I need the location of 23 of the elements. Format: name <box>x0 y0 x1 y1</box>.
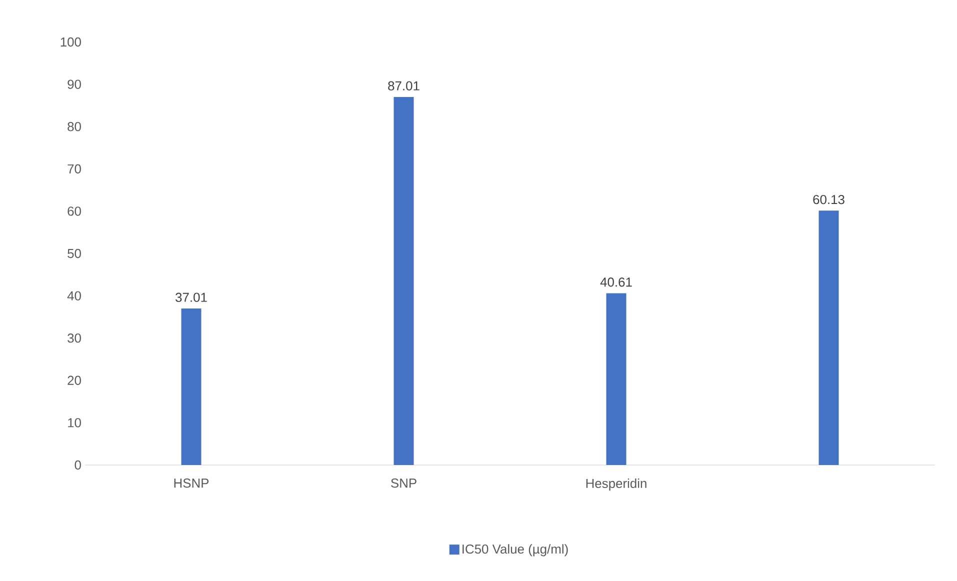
y-tick-label: 0 <box>74 460 81 470</box>
y-tick-label: 10 <box>68 418 81 428</box>
y-tick-label: 60 <box>68 206 81 216</box>
data-label: 87.01 <box>388 81 420 90</box>
bar <box>394 96 414 465</box>
data-label: 40.61 <box>600 278 632 287</box>
bar <box>181 308 202 465</box>
y-tick-label: 40 <box>67 291 81 300</box>
y-tick-label: 50 <box>68 248 81 258</box>
y-tick-label: 70 <box>68 164 81 174</box>
y-tick-label: 30 <box>68 334 81 343</box>
y-tick-label: 80 <box>68 122 81 132</box>
x-tick-label: Hesperidin <box>586 478 646 491</box>
y-tick-label: 90 <box>68 80 81 89</box>
data-label: 37.01 <box>176 292 207 302</box>
x-tick-label: HSNP <box>174 478 209 488</box>
y-tick-label: 100 <box>60 37 81 47</box>
legend-label: IC50 Value (µg/ml) <box>462 544 568 556</box>
x-tick-label: SNP <box>391 478 416 488</box>
data-label: 60.13 <box>813 194 844 204</box>
y-tick-label: 20 <box>68 376 81 385</box>
bar <box>606 293 626 465</box>
bar <box>818 210 839 465</box>
